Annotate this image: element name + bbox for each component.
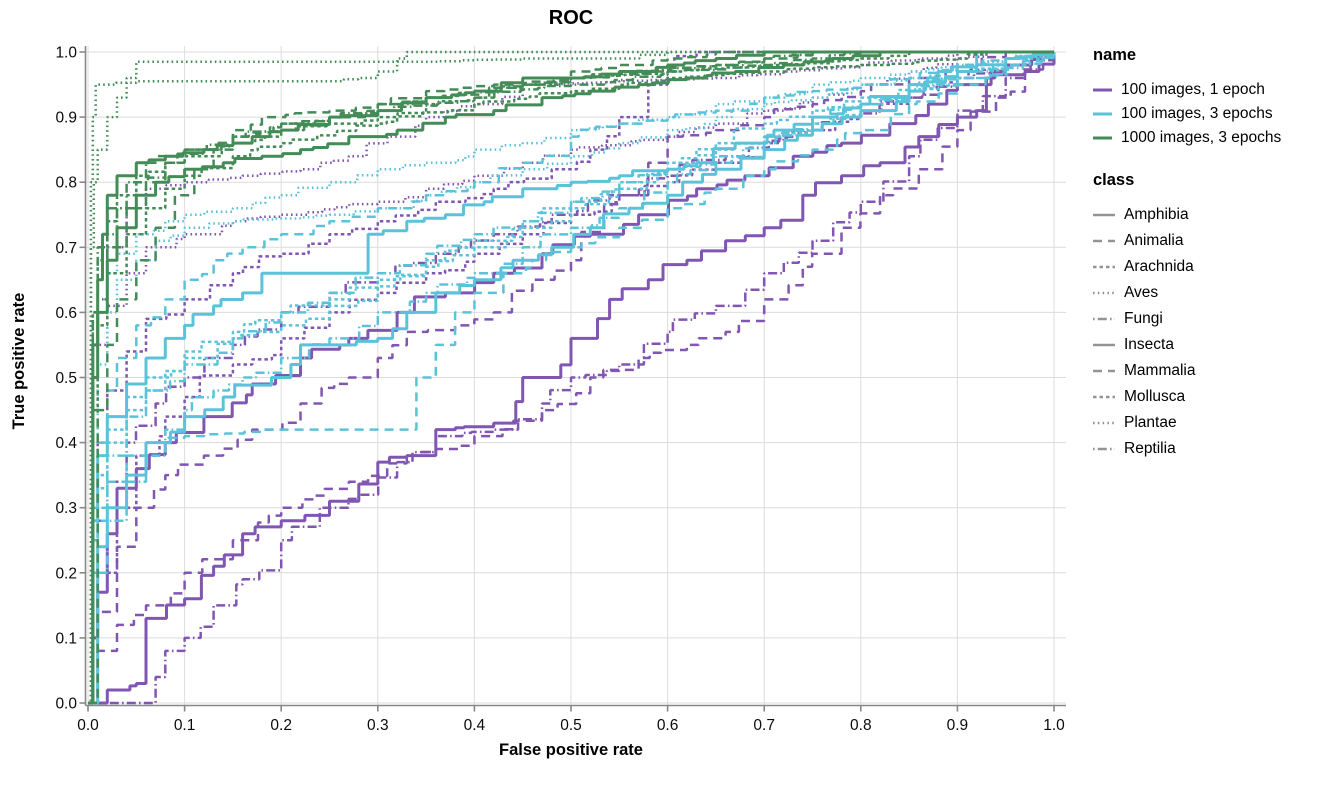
y-tick-label: 0.6 [55,305,77,322]
legend-name-item-0: 100 images, 1 epoch [1093,78,1333,102]
roc-curve-animalia-p [88,52,1056,705]
y-tick-label: 0.4 [55,435,77,452]
roc-curves [88,50,1056,705]
legend-line-style-swatch [1093,421,1115,425]
y-tick-label: 0.8 [55,175,77,192]
roc-curve-mammalia-p [88,50,1054,705]
roc-curve-arachnida-c [88,52,1056,705]
legend-class-header: class [1093,171,1135,189]
roc-curve-reptilia-p [88,52,1056,705]
legend-name-item-1: 100 images, 3 epochs [1093,102,1333,126]
roc-curve-mollusca-g [88,50,1054,705]
x-tick-label: 0.9 [947,717,969,734]
x-tick-label: 0.7 [753,717,775,734]
legend-class-item-label: Mammalia [1124,362,1196,379]
roc-curve-aves-p [88,50,1054,705]
legend-class-item-aves: Aves [1093,280,1333,306]
roc-curve-amphibia-g [88,50,1054,705]
x-axis-title: False positive rate [499,741,643,759]
legend-color-swatch [1093,88,1112,92]
legend-line-style-swatch [1093,213,1115,217]
roc-curve-animalia-g [88,50,1054,705]
legend-class-item-fungi: Fungi [1093,306,1333,332]
legend-line-style-swatch [1093,317,1115,321]
legend-name-item-label: 100 images, 1 epoch [1121,81,1265,98]
y-tick-label: 0.2 [55,565,77,582]
roc-curve-fungi-g [88,50,1054,705]
legend-class-item-label: Aves [1124,284,1159,301]
legend-line-style-swatch [1093,447,1115,451]
y-tick-label: 0.3 [55,500,77,517]
roc-curve-insecta-p [88,52,1056,705]
roc-curve-fungi-p [88,52,1056,705]
x-tick-label: 0.1 [174,717,196,734]
legend-class-item-label: Amphibia [1124,206,1189,223]
y-tick-label: 0.9 [55,110,77,127]
roc-curve-arachnida-g [88,50,1054,705]
roc-curve-animalia-c [88,52,1056,705]
legend-line-style-swatch [1093,239,1115,243]
page-title: ROC [548,7,594,29]
x-tick-label: 0.5 [560,717,582,734]
legend-name-item-label: 1000 images, 3 epochs [1121,129,1282,146]
roc-curve-insecta-c [88,52,1056,705]
x-tick-label: 0.4 [464,717,486,734]
legend-line-style-swatch [1093,369,1115,373]
roc-curve-mammalia-c [88,52,1056,705]
y-tick-label: 0.1 [55,630,77,647]
x-tick-label: 0.6 [657,717,679,734]
legend-name-item-2: 1000 images, 3 epochs [1093,126,1333,150]
y-axis-title: True positive rate [10,292,28,430]
roc-curve-plantae-c [88,52,1056,705]
legend-class-item-label: Insecta [1124,336,1174,353]
x-tick-label: 0.2 [270,717,292,734]
y-tick-label: 1.0 [55,45,77,62]
legend-name-items: 100 images, 1 epoch 100 images, 3 epochs 1… [1093,78,1333,150]
legend-class-item-label: Plantae [1124,414,1177,431]
roc-curve-plantae-g [88,50,1054,705]
legend-line-style-swatch [1093,265,1115,269]
legend: name 100 images, 1 epoch 100 images, 3 ep… [1093,45,1333,462]
x-tick-label: 0.3 [367,717,389,734]
roc-curve-insecta-g [88,50,1054,705]
legend-class-items: Amphibia Animalia Arachnida Aves Fungi Insect… [1093,202,1333,462]
legend-line-style-swatch [1093,395,1115,399]
legend-class-item-label: Arachnida [1124,258,1194,275]
y-tick-label: 0.0 [55,696,77,713]
roc-curve-mollusca-p [88,52,1056,705]
legend-class-item-insecta: Insecta [1093,332,1333,358]
legend-color-swatch [1093,136,1112,140]
x-tick-label: 1.0 [1043,717,1065,734]
axes: 0.0 0.1 0.2 0.3 0.4 0.5 0.6 0.7 0.8 0.9 1.0 0.0 0.1 0… [55,45,1066,734]
legend-class-item-arachnida: Arachnida [1093,254,1333,280]
roc-curve-amphibia-p [88,52,1056,705]
legend-class-item-label: Mollusca [1124,388,1186,405]
legend-class-item-amphibia: Amphibia [1093,202,1333,228]
roc-curve-arachnida-p [88,50,1054,705]
legend-name-item-label: 100 images, 3 epochs [1121,105,1273,122]
roc-curve-reptilia-c [88,52,1056,705]
x-tick-label: 0.8 [850,717,872,734]
legend-class-item-label: Reptilia [1124,440,1176,457]
legend-class-item-mammalia: Mammalia [1093,358,1333,384]
legend-class-item-label: Fungi [1124,310,1163,327]
legend-class-item-reptilia: Reptilia [1093,436,1333,462]
legend-line-style-swatch [1093,343,1115,347]
roc-curve-reptilia-g [88,50,1054,705]
legend-class-item-plantae: Plantae [1093,410,1333,436]
legend-line-style-swatch [1093,291,1115,295]
x-tick-label: 0.0 [77,717,99,734]
y-tick-label: 0.5 [55,370,77,387]
roc-curve-mammalia-g [88,50,1054,705]
legend-color-swatch [1093,112,1112,116]
legend-class-item-animalia: Animalia [1093,228,1333,254]
legend-name-header: name [1093,46,1137,64]
legend-class-item-label: Animalia [1124,232,1184,249]
legend-class-item-mollusca: Mollusca [1093,384,1333,410]
y-tick-label: 0.7 [55,240,77,257]
